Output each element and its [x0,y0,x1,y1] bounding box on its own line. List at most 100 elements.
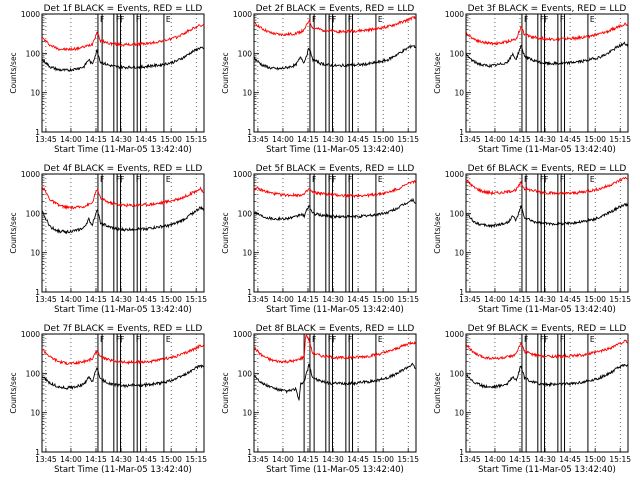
panel-title: Det 1f BLACK = Events, RED = LLD [44,4,203,14]
x-tick-label: 14:00 [60,295,82,304]
y-tick-label: 1 [35,448,40,457]
panel-title: Det 9f BLACK = Events, RED = LLD [468,324,627,334]
x-tick-label: 13:45 [35,295,57,304]
x-tick-label: 14:00 [60,455,82,464]
x-tick-label: 14:15 [85,295,107,304]
y-tick-label: 1000 [21,10,40,19]
y-tick-label: 100 [26,209,41,218]
y-tick-label: 1000 [233,170,252,179]
event-marker-label: E [166,175,171,184]
lld-series-line [465,339,629,361]
panel-title: Det 5f BLACK = Events, RED = LLD [256,164,415,174]
detector-panel: Det 8f BLACK = Events, RED = LLD 13:45 14:… [221,324,419,475]
y-tick-label: 100 [238,209,253,218]
y-axis-label: Counts/sec [433,52,442,93]
event-marker-label: E [378,15,383,24]
x-tick-label: 15:00 [372,135,394,144]
event-marker-label: F [348,335,352,344]
x-tick-label: 15:00 [160,455,182,464]
panel-title: Det 4f BLACK = Events, RED = LLD [44,164,203,174]
events-series-line [41,364,205,390]
panel-title: Det 8f BLACK = Events, RED = LLD [256,324,415,334]
event-marker-label: E [590,15,595,24]
y-tick-label: 100 [238,49,253,58]
y-axis-label: Counts/sec [221,372,230,413]
x-tick-label: 14:30 [322,455,344,464]
event-marker-label: F [348,15,352,24]
y-tick-label: 1 [459,448,464,457]
x-axis-label: Start Time (11-Mar-05 13:42:40) [54,305,192,315]
x-tick-label: 13:45 [459,135,481,144]
y-tick-label: 1 [247,128,252,137]
y-axis-label: Counts/sec [9,212,18,253]
events-series-line [253,44,417,71]
events-series-line [465,202,629,229]
lld-series-line [465,176,628,196]
y-tick-label: 1000 [445,10,464,19]
x-tick-label: 15:00 [160,135,182,144]
y-tick-label: 1000 [21,330,40,339]
event-marker-label: F [136,335,140,344]
plot-frame [465,173,629,293]
y-tick-label: 10 [242,409,252,418]
y-tick-label: 10 [454,89,464,98]
x-tick-label: 14:30 [322,295,344,304]
events-series-line [465,363,629,390]
events-series-line [465,41,629,69]
x-tick-label: 15:15 [397,135,419,144]
panel-title: Det 3f BLACK = Events, RED = LLD [468,4,627,14]
y-tick-label: 100 [450,209,465,218]
events-series-line [41,46,204,72]
x-tick-label: 15:15 [397,455,419,464]
x-tick-label: 15:00 [584,455,606,464]
y-axis-label: Counts/sec [433,212,442,253]
y-tick-label: 100 [450,49,465,58]
x-tick-label: 13:45 [247,455,269,464]
event-marker-label: F [136,15,140,24]
y-tick-label: 1 [35,128,40,137]
y-tick-label: 10 [30,409,40,418]
x-axis-label: Start Time (11-Mar-05 13:42:40) [54,465,192,475]
y-tick-label: 1 [459,128,464,137]
panel-title: Det 7f BLACK = Events, RED = LLD [44,324,203,334]
panel-title: Det 6f BLACK = Events, RED = LLD [468,164,627,174]
x-tick-label: 15:15 [185,455,207,464]
x-tick-label: 15:15 [609,135,631,144]
plot-frame [253,13,417,133]
y-tick-label: 10 [242,89,252,98]
plot-frame [41,333,205,453]
plot-frame [253,333,417,453]
x-tick-label: 14:45 [135,135,157,144]
x-tick-label: 14:45 [347,135,369,144]
event-marker-label: E [590,175,595,184]
event-marker-label: F [560,175,564,184]
x-tick-label: 14:15 [509,135,531,144]
lld-series-line [41,24,205,52]
x-tick-label: 15:00 [372,295,394,304]
plot-frame [465,13,629,133]
lld-series-line [41,185,205,211]
event-marker-label: F [560,335,564,344]
x-tick-label: 13:45 [459,295,481,304]
y-tick-label: 1 [35,288,40,297]
y-axis-label: Counts/sec [221,52,230,93]
plot-frame [41,173,205,293]
y-tick-label: 10 [242,249,252,258]
x-axis-label: Start Time (11-Mar-05 13:42:40) [266,145,404,155]
x-tick-label: 14:00 [484,135,506,144]
y-tick-label: 10 [30,249,40,258]
x-axis-label: Start Time (11-Mar-05 13:42:40) [266,465,404,475]
x-tick-label: 14:45 [347,455,369,464]
x-tick-label: 14:00 [60,135,82,144]
lld-series-line [253,180,417,199]
y-tick-label: 10 [454,249,464,258]
x-axis-label: Start Time (11-Mar-05 13:42:40) [54,145,192,155]
y-tick-label: 1000 [445,170,464,179]
